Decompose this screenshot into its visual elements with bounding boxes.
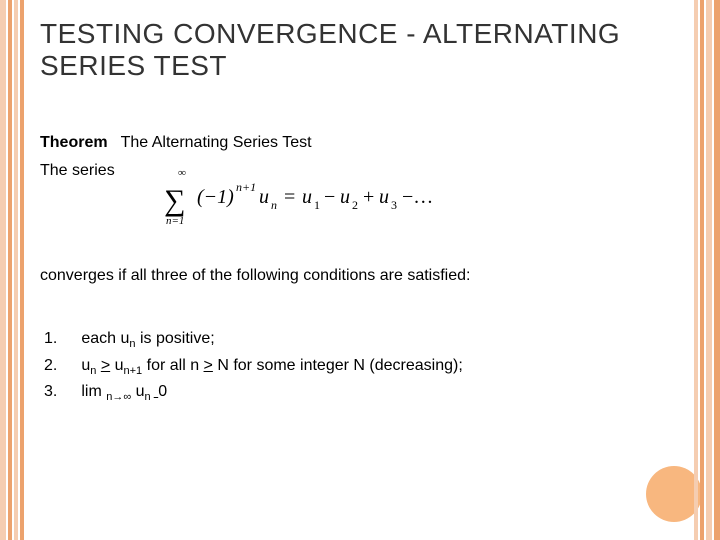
decorative-stripe <box>14 0 18 540</box>
svg-text:−: − <box>324 186 335 208</box>
decorative-stripe <box>8 0 12 540</box>
decorative-stripe <box>0 0 6 540</box>
svg-text:∞: ∞ <box>178 167 186 179</box>
svg-text:n: n <box>271 198 277 212</box>
slide-title: TESTING CONVERGENCE - ALTERNATING SERIES… <box>40 18 680 82</box>
svg-text:1: 1 <box>314 198 320 212</box>
svg-text:u: u <box>259 186 269 208</box>
decorative-stripe <box>20 0 24 540</box>
decorative-stripe <box>700 0 704 540</box>
svg-text:=: = <box>284 186 295 208</box>
theorem-label: Theorem <box>40 134 108 151</box>
list-item: 1.each un is positive; <box>44 327 463 353</box>
decorative-stripe <box>714 0 720 540</box>
svg-text:−…: −… <box>402 186 433 208</box>
list-item-number: 2. <box>44 354 81 380</box>
list-item: 3.lim n→∞ un 0 <box>44 380 463 406</box>
svg-text:u: u <box>379 186 389 208</box>
decorative-stripe <box>694 0 698 540</box>
svg-text:+: + <box>363 186 374 208</box>
svg-text:∑: ∑ <box>164 184 185 217</box>
svg-text:2: 2 <box>352 198 358 212</box>
theorem-line: Theorem The Alternating Series Test <box>40 134 680 152</box>
series-formula: ∞ ∑ n=1 (−1) n+1 u n = u 1 − u 2 + u 3 −… <box>150 166 680 233</box>
list-item-text: each un is positive; <box>81 327 462 353</box>
svg-text:3: 3 <box>391 198 397 212</box>
list-item-text: un > un+1 for all n > N for some integer… <box>81 354 462 380</box>
svg-text:(−1): (−1) <box>197 186 234 208</box>
svg-text:u: u <box>302 186 312 208</box>
converges-text: converges if all three of the following … <box>40 267 680 285</box>
decorative-stripe <box>706 0 712 540</box>
list-item-number: 1. <box>44 327 81 353</box>
svg-text:n=1: n=1 <box>166 215 184 227</box>
list-item-number: 3. <box>44 380 81 406</box>
condition-list: 1.each un is positive;2.un > un+1 for al… <box>44 327 463 405</box>
list-item-text: lim n→∞ un 0 <box>81 380 462 406</box>
svg-text:u: u <box>340 186 350 208</box>
list-item: 2.un > un+1 for all n > N for some integ… <box>44 354 463 380</box>
theorem-name: The Alternating Series Test <box>121 134 312 151</box>
svg-text:n+1: n+1 <box>236 180 256 194</box>
